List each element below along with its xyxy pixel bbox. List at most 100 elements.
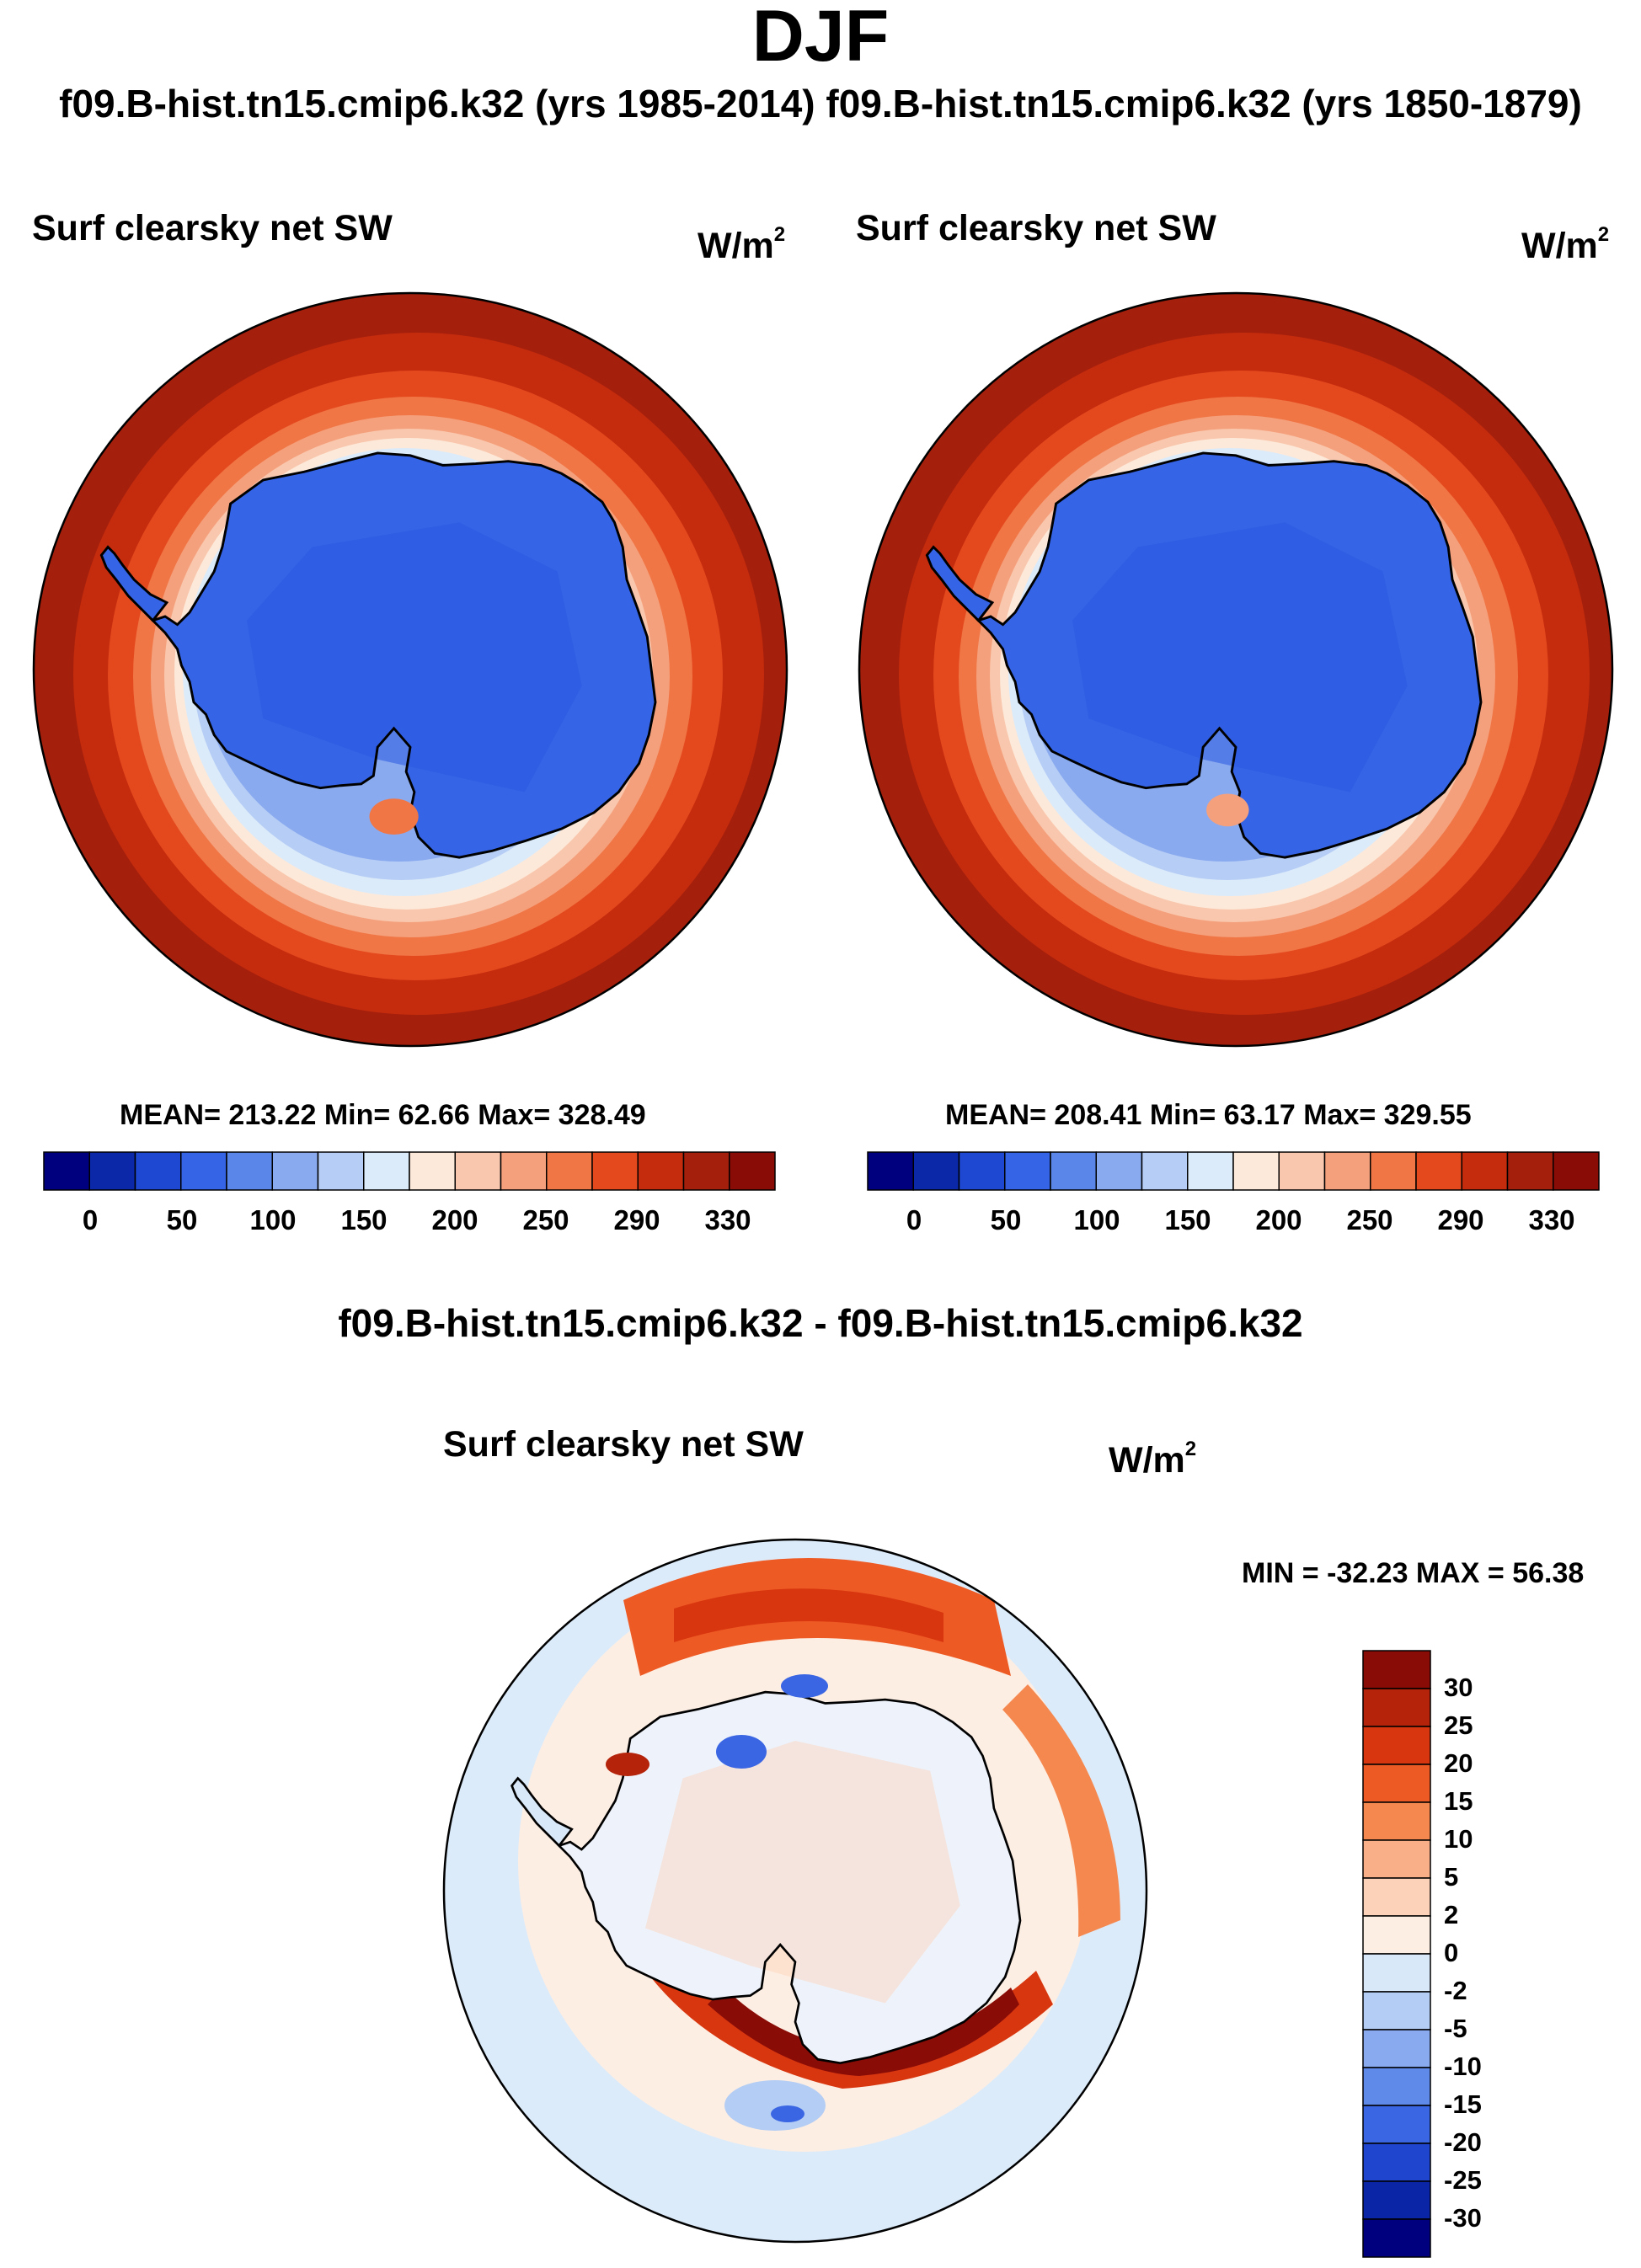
colorbar-swatch (1004, 1151, 1051, 1191)
colorbar-swatch (271, 1151, 319, 1191)
colorbar-swatch (1050, 1151, 1097, 1191)
colorbar-difference-label: 2 (1444, 1900, 1459, 1929)
colorbar-2-label: 290 (1437, 1204, 1484, 1235)
colorbar-2 (867, 1151, 1600, 1191)
colorbar-1-label: 150 (340, 1204, 388, 1235)
colorbar-difference-label: 25 (1444, 1710, 1473, 1740)
difference-title: f09.B-hist.tn15.cmip6.k32 - f09.B-hist.t… (338, 1301, 1303, 1345)
colorbar-swatch (591, 1151, 639, 1191)
colorbar-swatch (1362, 2029, 1431, 2068)
panel-2-border (858, 291, 1614, 1048)
colorbar-swatch (226, 1151, 273, 1191)
colorbar-1 (43, 1151, 776, 1191)
difference-map (444, 1540, 1147, 2242)
colorbar-2-label: 330 (1528, 1204, 1575, 1235)
panel-2-map (859, 293, 1612, 1046)
difference-border (442, 1538, 1148, 2244)
difference-panel-title: Surf clearsky net SW (443, 1424, 804, 1465)
colorbar-difference-label: -10 (1444, 2052, 1482, 2081)
colorbar-swatch (409, 1151, 456, 1191)
panel-1-units: W/m2 (698, 223, 786, 266)
panel-2-stats: MEAN= 208.41 Min= 63.17 Max= 329.55 (945, 1099, 1472, 1131)
panel-2-units: W/m2 (1521, 223, 1610, 266)
colorbar-swatch (1362, 1726, 1431, 1765)
colorbar-swatch (317, 1151, 365, 1191)
colorbar-difference-label: 5 (1444, 1862, 1459, 1892)
colorbar-swatch (729, 1151, 776, 1191)
colorbar-swatch (1415, 1151, 1462, 1191)
colorbar-swatch (1362, 2180, 1431, 2220)
colorbar-swatch (1362, 1801, 1431, 1841)
colorbar-difference-label: -30 (1444, 2203, 1482, 2233)
colorbar-swatch (1095, 1151, 1143, 1191)
colorbar-swatch (363, 1151, 410, 1191)
colorbar-difference-label: -5 (1444, 2014, 1467, 2043)
colorbar-2-label: 150 (1164, 1204, 1211, 1235)
colorbar-swatch (1461, 1151, 1509, 1191)
colorbar-swatch (958, 1151, 1006, 1191)
colorbar-swatch (1370, 1151, 1417, 1191)
colorbar-swatch (1141, 1151, 1189, 1191)
colorbar-swatch (180, 1151, 227, 1191)
panel-1-map (34, 293, 787, 1046)
colorbar-swatch (1553, 1151, 1600, 1191)
colorbar-2-label: 100 (1073, 1204, 1120, 1235)
colorbar-swatch (1362, 1688, 1431, 1727)
colorbar-1-label: 0 (82, 1204, 99, 1235)
colorbar-difference-label: -25 (1444, 2165, 1482, 2195)
colorbar-difference-label: 15 (1444, 1786, 1473, 1816)
colorbar-swatch (500, 1151, 548, 1191)
colorbar-difference-label: 10 (1444, 1824, 1473, 1854)
colorbar-swatch (1278, 1151, 1326, 1191)
colorbar-swatch (1362, 2067, 1431, 2106)
colorbar-swatch (912, 1151, 960, 1191)
colorbar-swatch (454, 1151, 502, 1191)
colorbar-swatch (1362, 1915, 1431, 1955)
colorbar-swatch (637, 1151, 685, 1191)
colorbar-swatch (1232, 1151, 1280, 1191)
colorbar-1-label: 330 (704, 1204, 751, 1235)
figure-subtitle: f09.B-hist.tn15.cmip6.k32 (yrs 1985-2014… (59, 82, 1582, 125)
difference-units: W/m2 (1109, 1438, 1197, 1481)
colorbar-swatch (1362, 2143, 1431, 2182)
colorbar-difference-label: 0 (1444, 1938, 1459, 1967)
colorbar-2-label: 200 (1255, 1204, 1302, 1235)
colorbar-difference (1362, 1650, 1431, 2258)
colorbar-swatch (1323, 1151, 1371, 1191)
colorbar-1-label: 50 (166, 1204, 198, 1235)
colorbar-swatch (1362, 1764, 1431, 1803)
colorbar-2-label: 50 (990, 1204, 1022, 1235)
colorbar-1-label: 290 (613, 1204, 660, 1235)
colorbar-1-label: 250 (522, 1204, 569, 1235)
colorbar-swatch (43, 1151, 90, 1191)
colorbar-swatch (1362, 1650, 1431, 1689)
panel-1-stats: MEAN= 213.22 Min= 62.66 Max= 328.49 (120, 1099, 646, 1131)
colorbar-swatch (1362, 2105, 1431, 2144)
colorbar-difference-label: -20 (1444, 2127, 1482, 2157)
colorbar-swatch (134, 1151, 182, 1191)
colorbar-swatch (1362, 2218, 1431, 2258)
colorbar-swatch (1362, 1991, 1431, 2031)
colorbar-swatch (867, 1151, 914, 1191)
colorbar-swatch (88, 1151, 136, 1191)
colorbar-1-label: 100 (249, 1204, 297, 1235)
colorbar-swatch (1362, 1877, 1431, 1917)
colorbar-swatch (1362, 1953, 1431, 1993)
colorbar-2-label: 250 (1346, 1204, 1393, 1235)
colorbar-swatch (1187, 1151, 1234, 1191)
difference-stats: MIN = -32.23 MAX = 56.38 (1242, 1557, 1585, 1589)
colorbar-swatch (682, 1151, 730, 1191)
panel-2-title: Surf clearsky net SW (856, 208, 1216, 248)
colorbar-difference-label: 20 (1444, 1748, 1473, 1778)
colorbar-difference-label: 30 (1444, 1673, 1473, 1702)
panel-1-title: Surf clearsky net SW (32, 208, 393, 248)
colorbar-swatch (1506, 1151, 1554, 1191)
colorbar-swatch (546, 1151, 593, 1191)
colorbar-2-label: 0 (906, 1204, 922, 1235)
panel-1-border (32, 291, 788, 1048)
colorbar-difference-label: -2 (1444, 1976, 1467, 2005)
colorbar-1-label: 200 (431, 1204, 478, 1235)
main-title: DJF (751, 0, 890, 77)
colorbar-difference-label: -15 (1444, 2089, 1482, 2119)
